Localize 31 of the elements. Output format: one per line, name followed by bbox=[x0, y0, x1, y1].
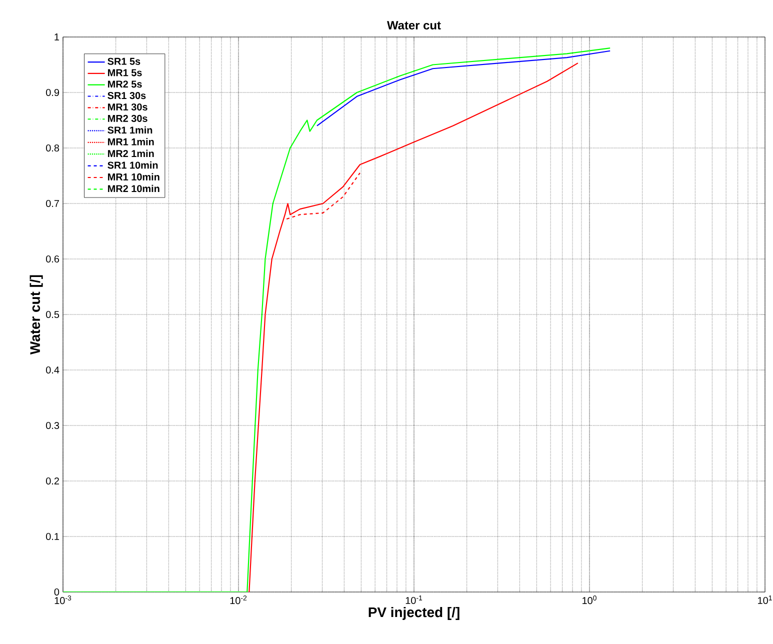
y-tick-label: 0.4 bbox=[46, 366, 60, 374]
x-axis-title: PV injected [/] bbox=[368, 606, 460, 620]
x-tick-label: 10$^{-2}$ bbox=[230, 596, 247, 604]
x-tick-label: 10$^{0}$ bbox=[582, 596, 596, 604]
y-tick-label: 1 bbox=[54, 34, 59, 40]
x-tick-label: 10$^{-3}$ bbox=[54, 596, 72, 604]
y-tick-label: 0 bbox=[54, 588, 60, 596]
legend-label: SR1 1min bbox=[108, 126, 152, 134]
legend-label: MR2 1min bbox=[108, 150, 154, 157]
legend-label: MR2 5s bbox=[108, 80, 142, 88]
x-tick-label: 10$^{-1}$ bbox=[406, 596, 422, 604]
y-tick-label: 0.7 bbox=[46, 200, 59, 208]
y-tick-label: 0.6 bbox=[46, 255, 60, 263]
legend-label: MR2 30s bbox=[108, 114, 148, 122]
legend-label: MR1 5s bbox=[108, 69, 142, 76]
y-tick-label: 0.1 bbox=[46, 532, 59, 540]
legend-label: SR1 5s bbox=[108, 58, 140, 65]
y-tick-label: 0.2 bbox=[46, 477, 59, 485]
y-tick-label: 0.9 bbox=[46, 88, 60, 96]
y-tick-label: 0.8 bbox=[46, 144, 60, 152]
legend-label: SR1 10min bbox=[108, 161, 158, 169]
chart-title: Water cut bbox=[387, 21, 441, 30]
y-tick-label: 0.5 bbox=[46, 310, 60, 318]
x-tick-label: 10$^{1}$ bbox=[758, 596, 772, 604]
legend-label: MR1 10min bbox=[108, 173, 160, 180]
y-tick-label: 0.3 bbox=[46, 422, 60, 430]
legend-label: SR1 30s bbox=[108, 92, 146, 100]
legend-label: MR2 10min bbox=[108, 184, 160, 192]
y-axis-title: Water cut [/] bbox=[30, 275, 43, 355]
legend-label: MR1 30s bbox=[108, 103, 148, 111]
legend-label: MR1 1min bbox=[108, 138, 154, 146]
